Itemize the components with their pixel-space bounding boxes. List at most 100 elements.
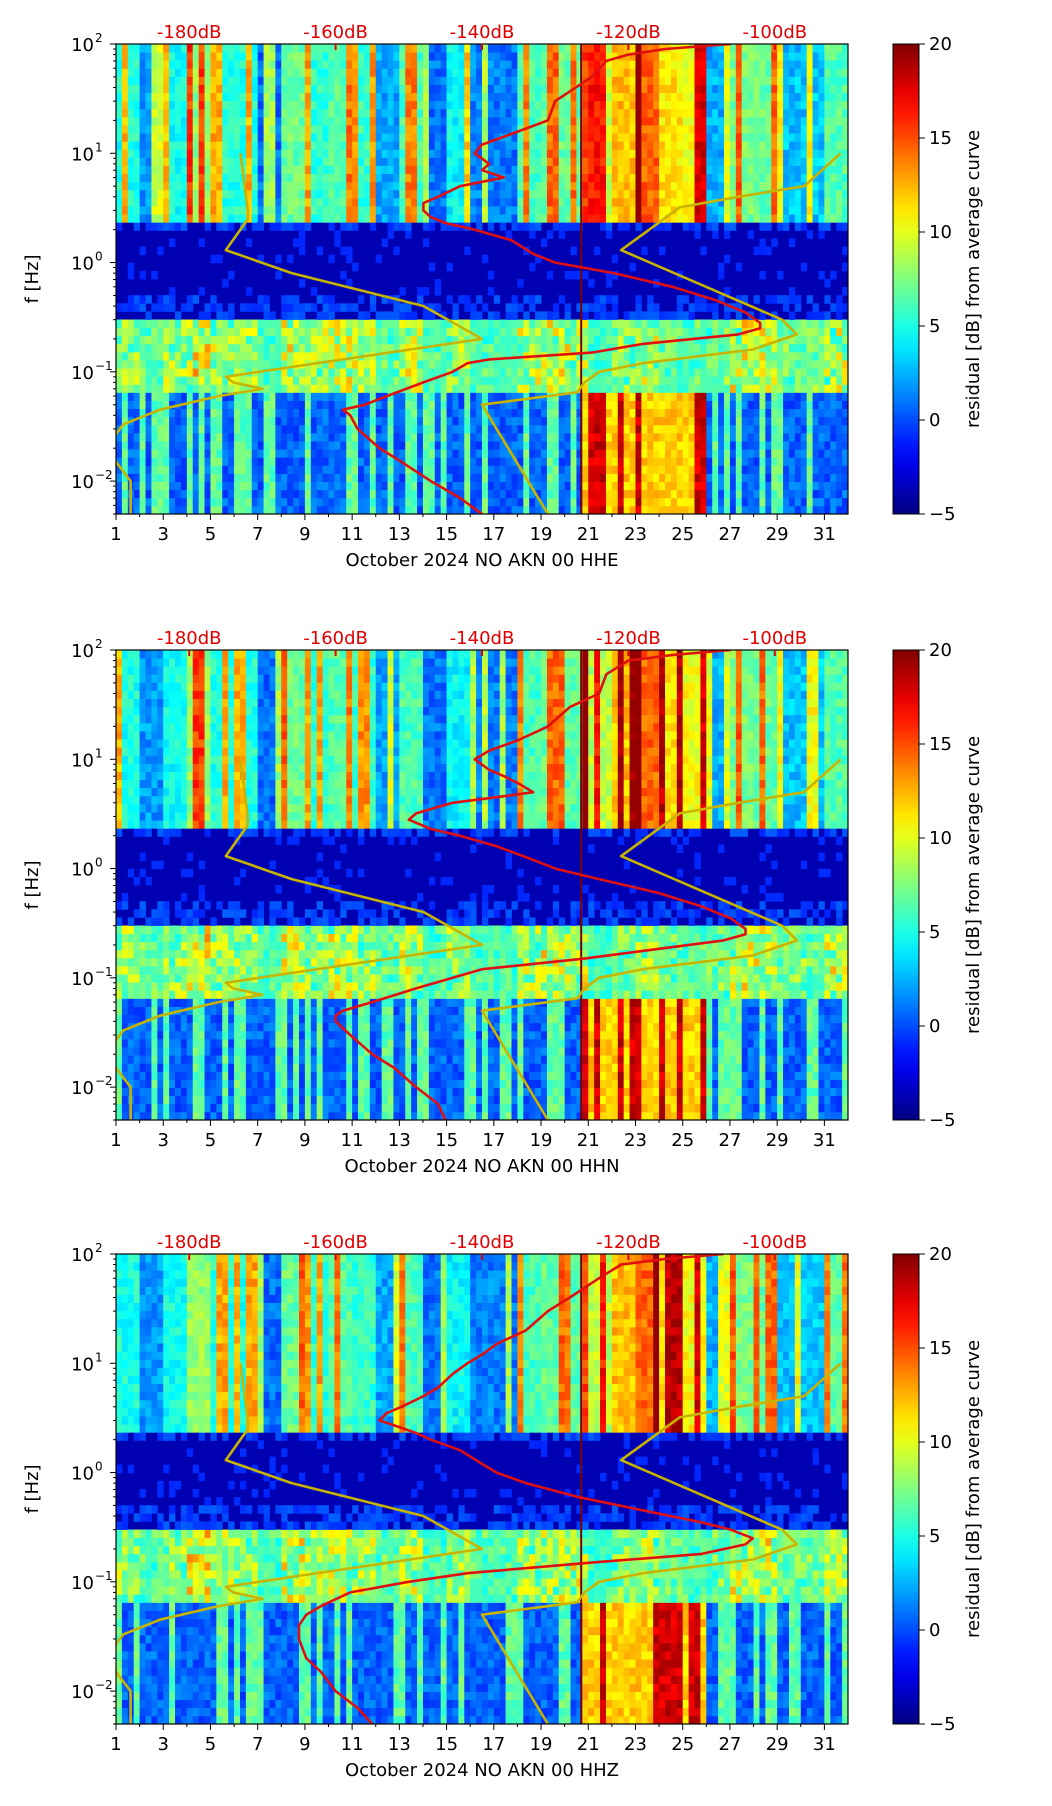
heatmap-cell: [299, 408, 306, 418]
heatmap-cell: [405, 165, 412, 175]
heatmap-cell: [676, 149, 684, 158]
heatmap-cell: [304, 222, 312, 231]
heatmap-cell: [505, 392, 512, 401]
heatmap-cell: [328, 116, 335, 126]
heatmap-cell: [145, 197, 152, 207]
heatmap-cell: [600, 303, 607, 312]
heatmap-cell: [269, 100, 276, 110]
heatmap-cell: [452, 116, 459, 126]
heatmap-cell: [239, 416, 247, 426]
heatmap-cell: [428, 181, 436, 191]
heatmap-cell: [210, 165, 217, 175]
heatmap-cell: [287, 449, 294, 458]
heatmap-cell: [216, 335, 223, 345]
heatmap-cell: [157, 376, 164, 385]
heatmap-cell: [381, 384, 388, 393]
heatmap-cell: [175, 44, 182, 53]
heatmap-cell: [712, 497, 719, 507]
heatmap-cell: [163, 68, 170, 77]
heatmap-cell: [517, 303, 524, 312]
heatmap-cell: [529, 68, 536, 77]
heatmap-cell: [239, 343, 247, 353]
heatmap-cell: [458, 295, 465, 304]
heatmap-cell: [440, 497, 447, 507]
heatmap-cell: [493, 60, 501, 69]
heatmap-cell: [676, 481, 684, 491]
heatmap-cell: [635, 400, 642, 410]
heatmap-cell: [535, 335, 542, 345]
heatmap-cell: [682, 432, 690, 442]
heatmap-cell: [192, 76, 200, 85]
heatmap-cell: [600, 222, 607, 231]
heatmap-cell: [659, 351, 666, 361]
heatmap-cell: [304, 497, 312, 507]
heatmap-cell: [617, 100, 625, 110]
heatmap-cell: [417, 189, 424, 199]
heatmap-cell: [375, 60, 383, 69]
heatmap-cell: [139, 424, 146, 434]
heatmap-cell: [263, 303, 270, 312]
heatmap-cell: [623, 84, 630, 94]
heatmap-cell: [245, 392, 253, 401]
heatmap-cell: [139, 432, 146, 442]
heatmap-cell: [145, 141, 152, 150]
heatmap-cell: [334, 481, 341, 491]
heatmap-cell: [399, 368, 406, 377]
heatmap-cell: [157, 60, 164, 69]
heatmap-cell: [635, 44, 642, 53]
heatmap-cell: [145, 84, 152, 94]
heatmap-cell: [228, 327, 235, 337]
heatmap-cell: [358, 197, 365, 207]
heatmap-cell: [476, 197, 483, 207]
heatmap-cell: [322, 384, 329, 393]
heatmap-cell: [387, 505, 394, 514]
heatmap-cell: [204, 165, 211, 175]
heatmap-cell: [163, 84, 170, 94]
heatmap-cell: [570, 157, 577, 166]
heatmap-cell: [180, 84, 188, 94]
heatmap-cell: [582, 432, 589, 442]
heatmap-cell: [665, 327, 672, 337]
heatmap-cell: [163, 481, 170, 491]
heatmap-cell: [623, 165, 630, 175]
heatmap-cell: [588, 457, 595, 466]
heatmap-cell: [281, 141, 288, 150]
heatmap-cell: [446, 262, 453, 272]
heatmap-cell: [529, 141, 536, 150]
heatmap-cell: [558, 505, 566, 514]
heatmap-cell: [157, 343, 164, 353]
heatmap-cell: [434, 368, 442, 377]
heatmap-cell: [611, 84, 619, 94]
heatmap-cell: [517, 206, 524, 215]
heatmap-cell: [505, 473, 512, 482]
heatmap-cell: [653, 125, 660, 134]
heatmap-cell: [665, 206, 672, 215]
heatmap-cell: [310, 392, 318, 401]
heatmap-cell: [582, 311, 589, 320]
heatmap-cell: [541, 52, 548, 61]
heatmap-cell: [682, 222, 690, 231]
heatmap-cell: [316, 165, 324, 175]
heatmap-cell: [576, 44, 583, 53]
heatmap-cell: [133, 100, 141, 110]
heatmap-cell: [541, 497, 548, 507]
heatmap-cell: [352, 181, 359, 191]
heatmap-cell: [493, 376, 501, 385]
heatmap-cell: [269, 392, 276, 401]
heatmap-cell: [546, 311, 554, 320]
heatmap-cell: [535, 206, 542, 215]
heatmap-cell: [440, 360, 447, 369]
heatmap-cell: [499, 400, 507, 410]
heatmap-cell: [676, 489, 684, 499]
heatmap-cell: [434, 84, 442, 94]
heatmap-cell: [529, 173, 536, 183]
heatmap-cell: [682, 189, 690, 199]
heatmap-cell: [653, 327, 660, 337]
heatmap-cell: [594, 52, 601, 61]
heatmap-cell: [151, 197, 158, 207]
heatmap-cell: [570, 189, 577, 199]
heatmap-cell: [263, 76, 270, 85]
heatmap-cell: [310, 189, 318, 199]
heatmap-cell: [263, 100, 270, 110]
heatmap-cell: [180, 424, 188, 434]
